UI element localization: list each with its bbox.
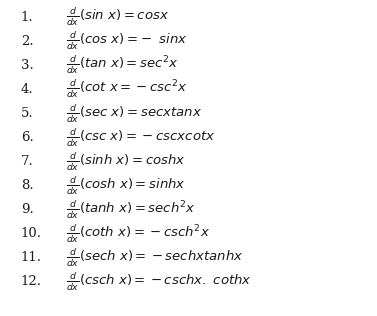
- Text: $\frac{d}{dx}(sinh\ x) = coshx$: $\frac{d}{dx}(sinh\ x) = coshx$: [66, 150, 186, 173]
- Text: 6.: 6.: [21, 131, 34, 144]
- Text: 12.: 12.: [21, 275, 42, 288]
- Text: $\frac{d}{dx}(csch\ x) = -cschx.\ cothx$: $\frac{d}{dx}(csch\ x) = -cschx.\ cothx$: [66, 270, 251, 293]
- Text: $\frac{d}{dx}(tanh\ x) = sech^{2}x$: $\frac{d}{dx}(tanh\ x) = sech^{2}x$: [66, 198, 196, 221]
- Text: $\frac{d}{dx}(sec\ x) = secxtanx$: $\frac{d}{dx}(sec\ x) = secxtanx$: [66, 102, 202, 125]
- Text: $\frac{d}{dx}(csc\ x) = -cscxcotx$: $\frac{d}{dx}(csc\ x) = -cscxcotx$: [66, 126, 215, 149]
- Text: 3.: 3.: [21, 59, 34, 72]
- Text: 1.: 1.: [21, 11, 33, 24]
- Text: $\frac{d}{dx}(cosh\ x) = sinhx$: $\frac{d}{dx}(cosh\ x) = sinhx$: [66, 174, 186, 197]
- Text: 2.: 2.: [21, 35, 33, 48]
- Text: 5.: 5.: [21, 107, 33, 120]
- Text: $\frac{d}{dx}(coth\ x) = -csch^{2}x$: $\frac{d}{dx}(coth\ x) = -csch^{2}x$: [66, 222, 210, 245]
- Text: $\frac{d}{dx}(cos\ x) =\!-\ sinx$: $\frac{d}{dx}(cos\ x) =\!-\ sinx$: [66, 30, 187, 52]
- Text: 8.: 8.: [21, 179, 33, 192]
- Text: 10.: 10.: [21, 227, 42, 240]
- Text: 4.: 4.: [21, 83, 33, 96]
- Text: 7.: 7.: [21, 155, 34, 168]
- Text: $\frac{d}{dx}(sin\ x) = cosx$: $\frac{d}{dx}(sin\ x) = cosx$: [66, 6, 169, 28]
- Text: $\frac{d}{dx}(sech\ x) = -sechxtanhx$: $\frac{d}{dx}(sech\ x) = -sechxtanhx$: [66, 246, 244, 269]
- Text: $\frac{d}{dx}(tan\ x) = sec^{2}x$: $\frac{d}{dx}(tan\ x) = sec^{2}x$: [66, 54, 179, 76]
- Text: 9.: 9.: [21, 203, 34, 216]
- Text: 11.: 11.: [21, 251, 42, 264]
- Text: $\frac{d}{dx}(cot\ x = -csc^{2}x$: $\frac{d}{dx}(cot\ x = -csc^{2}x$: [66, 78, 188, 100]
